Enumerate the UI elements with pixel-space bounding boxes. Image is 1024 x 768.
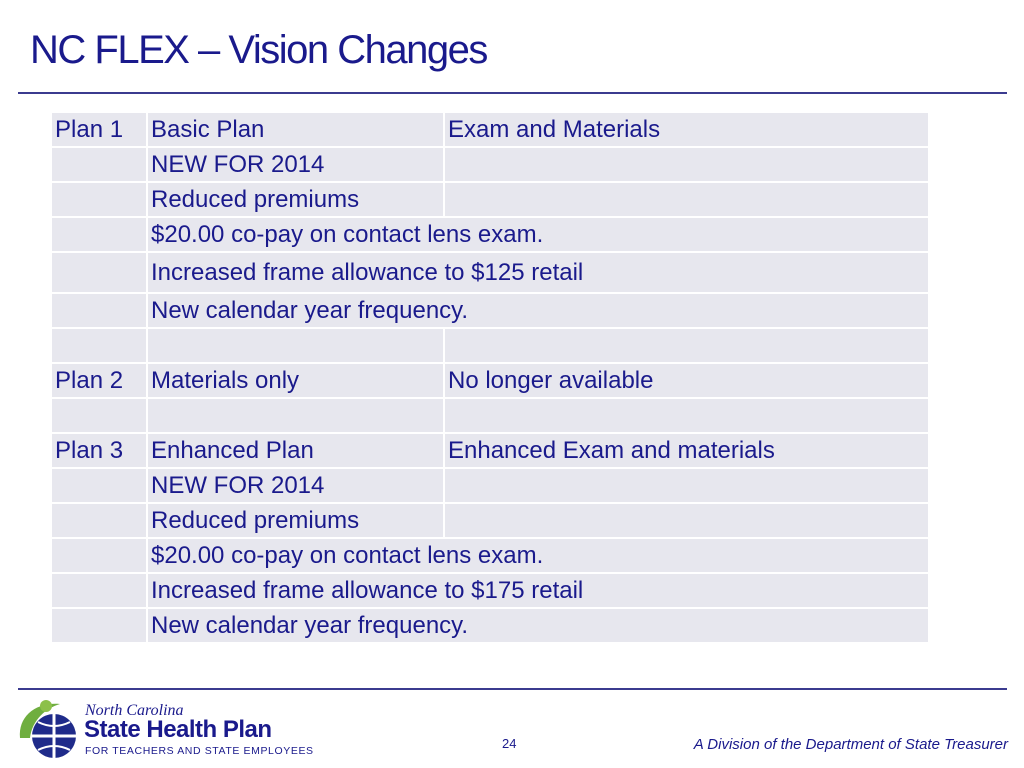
plan-cell: [50, 572, 148, 609]
plan-cell: Plan 3: [50, 432, 148, 469]
coverage-cell: [443, 181, 930, 218]
table-row: Plan 1 Basic Plan Exam and Materials: [50, 111, 930, 148]
description-cell: Reduced premiums: [146, 502, 445, 539]
description-cell: $20.00 co-pay on contact lens exam.: [146, 216, 930, 253]
table-row: NEW FOR 2014: [50, 146, 930, 183]
table-row: $20.00 co-pay on contact lens exam.: [50, 537, 930, 574]
description-cell: Increased frame allowance to $125 retail: [146, 251, 930, 294]
vision-plan-table: Plan 1 Basic Plan Exam and Materials NEW…: [50, 111, 930, 644]
plan-cell: [50, 607, 148, 644]
description-cell: Materials only: [146, 362, 445, 399]
description-cell: [146, 327, 445, 364]
plan-cell: [50, 467, 148, 504]
coverage-cell: [443, 397, 930, 434]
title-divider: [18, 92, 1007, 94]
division-text: A Division of the Department of State Tr…: [693, 736, 1008, 753]
description-cell: [146, 397, 445, 434]
coverage-cell: Exam and Materials: [443, 111, 930, 148]
description-cell: $20.00 co-pay on contact lens exam.: [146, 537, 930, 574]
plan-cell: [50, 327, 148, 364]
leaf-icon: [19, 703, 60, 738]
table-row: NEW FOR 2014: [50, 467, 930, 504]
table-row: Plan 2 Materials only No longer availabl…: [50, 362, 930, 399]
plan-cell: [50, 181, 148, 218]
description-cell: Enhanced Plan: [146, 432, 445, 469]
coverage-cell: No longer available: [443, 362, 930, 399]
page-number: 24: [502, 736, 517, 751]
state-health-plan-logo: [19, 700, 76, 758]
coverage-cell: [443, 327, 930, 364]
table-row: New calendar year frequency.: [50, 607, 930, 644]
plan-cell: [50, 397, 148, 434]
plan-cell: Plan 1: [50, 111, 148, 148]
coverage-cell: [443, 467, 930, 504]
slide-title: NC FLEX – Vision Changes: [30, 28, 488, 72]
logo-line-teachers: FOR TEACHERS AND STATE EMPLOYEES: [85, 745, 314, 757]
table-row: [50, 327, 930, 364]
logo-line-state-health-plan: State Health Plan: [84, 716, 272, 743]
coverage-cell: [443, 146, 930, 183]
description-cell: Basic Plan: [146, 111, 445, 148]
table-row: Reduced premiums: [50, 181, 930, 218]
footer-divider: [18, 688, 1007, 690]
plan-cell: [50, 146, 148, 183]
table-row: [50, 397, 930, 434]
logo-line-north-carolina: North Carolina: [85, 702, 184, 719]
table-row: Plan 3 Enhanced Plan Enhanced Exam and m…: [50, 432, 930, 469]
description-cell: NEW FOR 2014: [146, 467, 445, 504]
plan-cell: Plan 2: [50, 362, 148, 399]
table-row: $20.00 co-pay on contact lens exam.: [50, 216, 930, 253]
plan-cell: [50, 502, 148, 539]
description-cell: New calendar year frequency.: [146, 607, 930, 644]
coverage-cell: Enhanced Exam and materials: [443, 432, 930, 469]
plan-cell: [50, 216, 148, 253]
table-row: Increased frame allowance to $125 retail: [50, 251, 930, 294]
description-cell: Reduced premiums: [146, 181, 445, 218]
table-row: Reduced premiums: [50, 502, 930, 539]
plan-cell: [50, 292, 148, 329]
description-cell: Increased frame allowance to $175 retail: [146, 572, 930, 609]
coverage-cell: [443, 502, 930, 539]
table-row: New calendar year frequency.: [50, 292, 930, 329]
description-cell: New calendar year frequency.: [146, 292, 930, 329]
table-row: Increased frame allowance to $175 retail: [50, 572, 930, 609]
description-cell: NEW FOR 2014: [146, 146, 445, 183]
plan-cell: [50, 251, 148, 294]
plan-cell: [50, 537, 148, 574]
